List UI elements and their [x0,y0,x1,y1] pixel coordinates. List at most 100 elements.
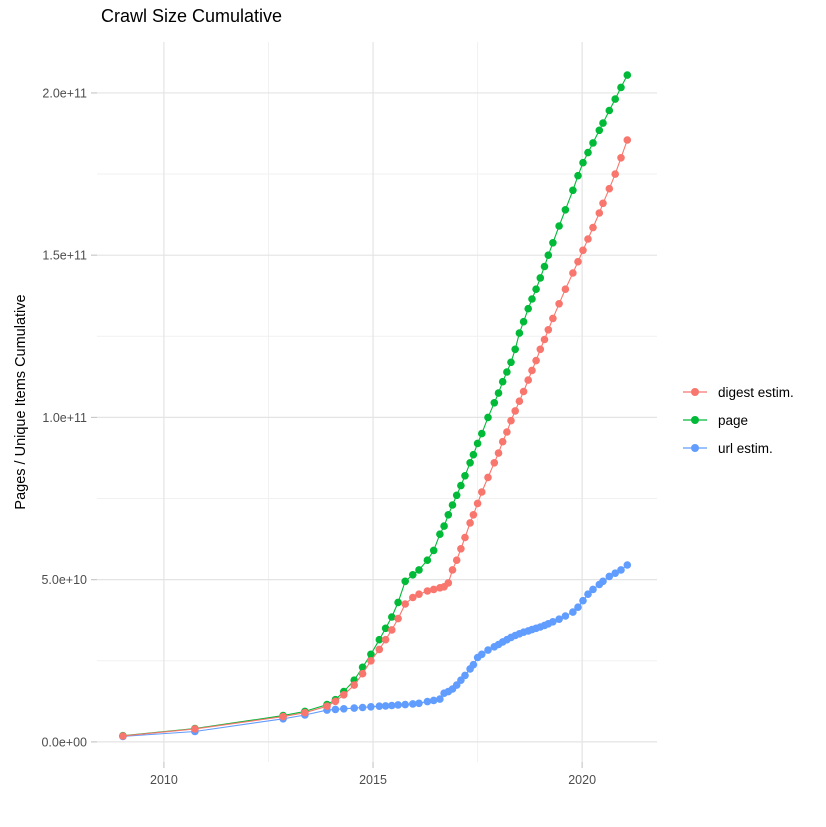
data-point [540,335,549,344]
data-point [584,590,592,598]
data-point [589,585,597,594]
legend-key-digest-icon [683,388,707,396]
data-point [599,199,607,208]
legend-item-url-estim: url estim. [682,434,794,462]
data-point [415,699,423,708]
legend-item-label: url estim. [718,440,773,456]
y-tick-label: 5.0e+10 [41,573,87,587]
data-point [584,235,592,243]
data-point [484,646,492,654]
data-point [461,472,469,480]
data-point [452,556,461,564]
data-point [301,708,309,717]
data-point [388,701,396,710]
data-point [519,317,528,326]
data-point [350,704,359,712]
data-point [611,170,619,178]
y-tick-label: 2.0e+11 [42,86,87,100]
data-point [457,545,465,553]
data-point [340,705,348,713]
data-point [599,577,607,586]
data-point [623,71,632,79]
data-point [511,345,519,354]
data-point [544,326,553,334]
data-point [367,703,375,711]
data-point [498,437,507,446]
y-axis-title: Pages / Unique Items Cumulative [13,294,29,510]
data-point [519,387,528,396]
data-point [549,618,557,626]
data-point [561,285,570,294]
data-point [409,593,417,602]
data-point [549,239,557,247]
data-point [584,148,592,157]
data-point [340,691,348,699]
data-point [436,530,444,538]
data-point [358,703,367,712]
data-point [498,377,507,386]
data-point [367,650,375,659]
data-point [423,556,432,564]
data-point [444,511,453,519]
data-point [511,407,519,415]
data-point [358,663,367,672]
data-point [490,459,499,467]
data-point [394,598,402,607]
data-point [461,533,469,542]
data-point [599,119,607,127]
data-point [507,416,515,425]
x-tick-label: 2015 [359,773,387,787]
data-point [579,246,587,255]
data-point [623,561,632,569]
data-point [507,358,515,367]
data-point [469,450,478,459]
data-point [448,566,457,574]
data-point [394,701,402,709]
data-point [617,154,625,162]
data-point [415,566,423,574]
data-point [350,681,359,689]
data-point [555,222,563,230]
data-point [574,171,582,180]
data-point [367,657,375,665]
data-point [494,449,503,457]
data-point [394,614,402,623]
data-point [448,501,457,509]
data-point [119,732,127,740]
data-point [579,596,587,605]
data-point [331,697,340,706]
y-tick-label: 1.5e+11 [42,249,87,263]
data-point [503,368,511,376]
data-point [555,300,563,308]
data-point [569,186,577,195]
data-point [279,712,287,721]
data-point [409,700,417,708]
data-point [457,481,465,490]
data-point [579,158,587,167]
data-point [331,705,340,714]
y-tick-label: 0.0e+00 [41,735,87,749]
data-point [528,295,536,303]
legend-item-digest-estim: digest estim. [682,378,794,406]
data-point [569,269,577,277]
chart-title: Crawl Size Cumulative [101,6,283,26]
y-tick-label: 1.0e+11 [42,411,87,425]
data-point [375,635,384,644]
legend-key-page-icon [683,416,707,424]
data-point [423,697,432,706]
data-point [595,126,604,135]
data-point [466,459,474,467]
data-point [429,546,438,555]
data-point [617,566,625,574]
data-point [484,413,492,422]
data-point [323,702,331,710]
data-point [490,399,499,407]
data-point [401,700,410,709]
data-point [381,702,390,710]
x-tick-label: 2020 [568,773,596,787]
data-point [429,696,438,705]
data-point [375,702,384,710]
data-point [473,499,482,508]
